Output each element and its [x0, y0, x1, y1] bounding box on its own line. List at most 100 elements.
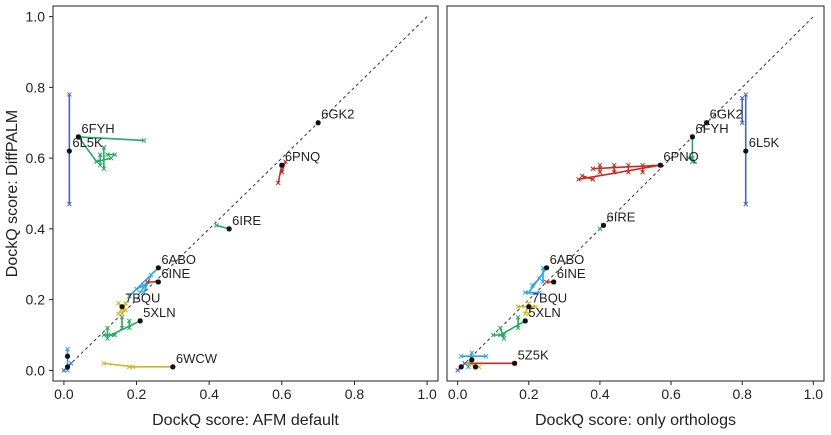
trajectory-marker: [119, 311, 125, 317]
data-point-label: 6IRE: [232, 213, 261, 228]
data-point-group: 6WCW: [101, 351, 218, 370]
trajectory-marker: [141, 290, 147, 295]
data-point: [511, 360, 518, 366]
trajectory-marker: [101, 166, 107, 172]
data-point-label: 6IRE: [606, 209, 635, 224]
trajectory-marker: [526, 311, 532, 317]
trajectory-marker: [145, 279, 150, 285]
trajectory-marker: [743, 92, 749, 97]
trajectory-segment: [77, 136, 98, 163]
data-point: [469, 357, 475, 363]
data-point-group: [455, 360, 468, 373]
data-point-label: 6WCW: [176, 351, 218, 366]
x-tick-label: 0.8: [345, 386, 365, 402]
y-tick-label: 0.6: [26, 150, 46, 166]
trajectory-marker: [105, 325, 110, 331]
data-point-label: 7BQU: [125, 291, 160, 306]
trajectory-marker: [66, 92, 72, 97]
trajectory-marker: [611, 162, 617, 168]
x-axis-title: DockQ score: only orthologs: [535, 412, 736, 429]
data-point: [543, 265, 550, 271]
y-tick-label: 0.8: [26, 79, 46, 95]
trajectory-marker: [97, 152, 103, 157]
trajectory-marker: [283, 159, 288, 165]
data-point: [657, 162, 663, 168]
data-point-label: 7BQU: [532, 291, 567, 306]
x-tick-label: 0.6: [661, 386, 681, 402]
data-point-label: 6FYH: [695, 121, 728, 136]
trajectory-marker: [105, 152, 110, 157]
x-tick-label: 0.4: [590, 386, 610, 402]
trajectory-marker: [61, 368, 67, 373]
trajectory-segment: [581, 175, 594, 181]
data-point: [526, 304, 532, 310]
trajectory-marker: [116, 300, 121, 306]
trajectory-marker: [497, 325, 503, 331]
data-point-label: 6L5K: [72, 135, 103, 150]
diagonal-reference-line: [63, 16, 428, 371]
data-point-group: 6INE: [544, 266, 586, 285]
trajectory-marker: [214, 222, 219, 228]
data-point-group: [61, 360, 74, 373]
data-point-group: 6IRE: [597, 209, 636, 232]
data-point: [522, 318, 528, 324]
x-axis-title: DockQ score: AFM default: [152, 412, 339, 429]
y-axis-title: DockQ score: DiffPALM: [4, 110, 21, 277]
data-point-label: 6GK2: [321, 107, 354, 122]
y-tick-label: 0.0: [26, 362, 46, 378]
data-point: [119, 304, 125, 310]
trajectory-marker: [515, 304, 521, 310]
data-point-group: 6ABO: [522, 252, 584, 295]
data-point-label: 6PNQ: [285, 149, 320, 164]
trajectory-marker: [537, 276, 542, 281]
trajectory-marker: [462, 360, 468, 366]
trajectory-marker: [455, 368, 461, 373]
data-point: [170, 364, 176, 370]
trajectory-marker: [137, 290, 143, 295]
data-point-group: 6FYH: [75, 121, 147, 172]
trajectory-marker: [533, 304, 539, 310]
data-point-label: 5XLN: [528, 305, 561, 320]
data-point-group: 7BQU: [116, 291, 160, 317]
x-tick-label: 1.0: [417, 386, 437, 402]
trajectory-marker: [97, 162, 103, 168]
data-point-group: 6L5K: [739, 92, 779, 207]
data-point: [315, 120, 321, 126]
data-point: [704, 120, 710, 126]
data-point: [743, 148, 749, 154]
trajectory-marker: [590, 166, 596, 172]
trajectory-marker: [126, 325, 132, 331]
trajectory-marker: [501, 332, 507, 338]
data-point-label: 6INE: [557, 266, 586, 281]
trajectory-marker: [134, 286, 139, 292]
trajectory-segment: [578, 164, 661, 181]
trajectory-marker: [126, 293, 132, 299]
panel-only-orthologs: 0.0 0.2 0.4 0.6 0.8 1.0 DockQ score: only orth…: [446, 5, 825, 429]
trajectory-segment: [499, 320, 526, 336]
data-point: [472, 364, 479, 370]
trajectory-marker: [112, 332, 118, 338]
data-point: [75, 134, 82, 140]
y-tick-label: 1.0: [26, 9, 46, 25]
trajectory-segment: [78, 136, 144, 142]
trajectory-marker: [626, 162, 631, 168]
trajectory-marker: [119, 314, 125, 320]
data-point-label: 6PNQ: [663, 149, 698, 164]
trajectory-marker: [483, 353, 489, 359]
data-point-group: 5XLN: [101, 305, 176, 341]
trajectory-marker: [700, 123, 706, 129]
data-point: [458, 364, 464, 370]
trajectory-marker: [458, 353, 464, 359]
y-tick-label: 0.4: [26, 221, 46, 237]
panel-afm-default: 0.0 0.2 0.4 0.6 0.8 1.0 0.0 0.2 0.4 0.6 0.8 1.0 Dock…: [4, 5, 439, 429]
trajectory-marker: [123, 300, 128, 306]
trajectory-marker: [465, 364, 471, 370]
diagonal-reference-line: [457, 16, 814, 371]
trajectory-marker: [66, 201, 72, 207]
data-point-group: 6IRE: [214, 213, 261, 232]
data-point-group: 6PNQ: [576, 149, 699, 182]
x-tick-label: 0.2: [519, 386, 539, 402]
data-point: [551, 279, 557, 285]
trajectory-marker: [640, 162, 645, 168]
